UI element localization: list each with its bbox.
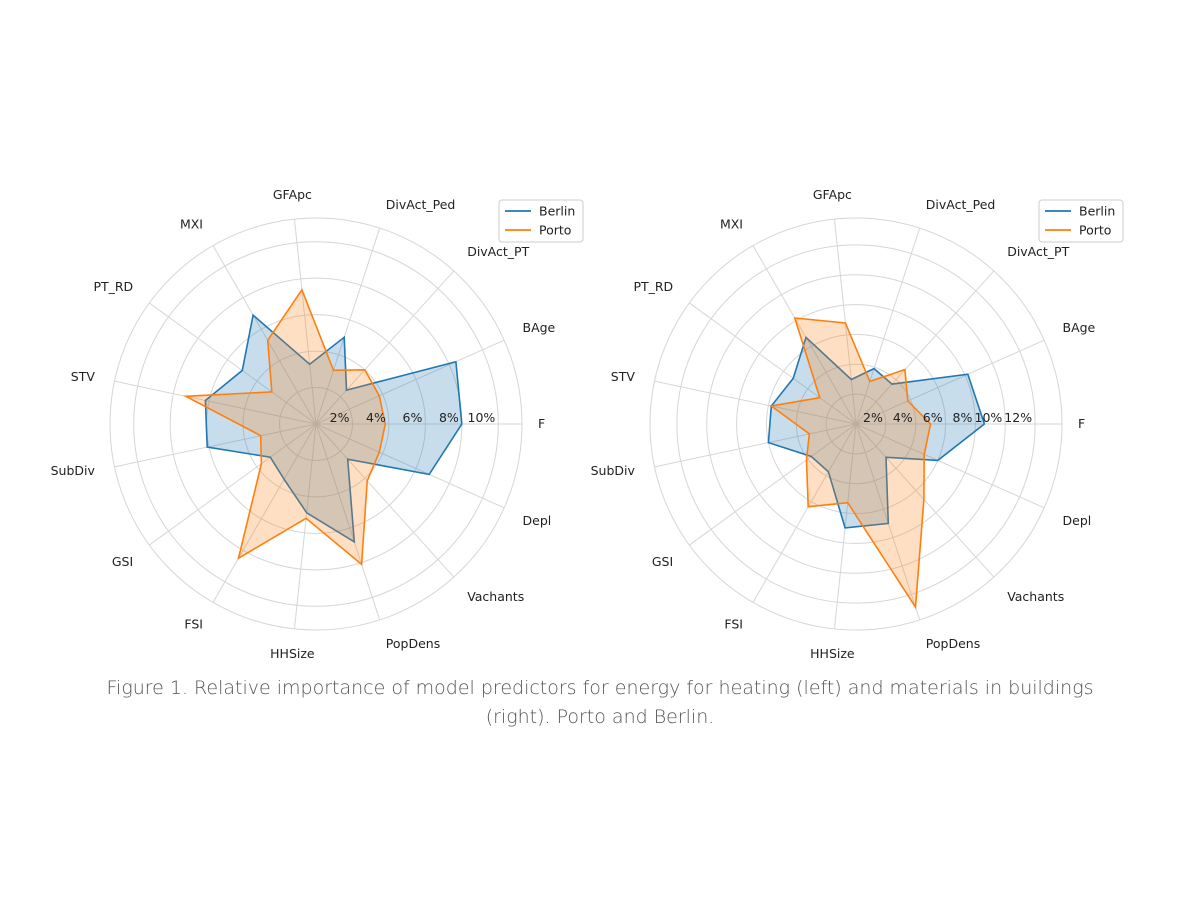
spoke-gsi [689, 423, 857, 546]
tick-labels: 2% 4% 6% 8% 10% [330, 410, 496, 425]
category-label-pt-rd: PT_RD [93, 279, 133, 294]
spoke-bage [315, 339, 505, 425]
tick-label: 12% [1004, 410, 1032, 425]
tick-label: 6% [403, 410, 423, 425]
legend: Berlin Porto [1038, 199, 1124, 243]
spoke-gfapc [833, 219, 857, 425]
category-label-vachants: Vachants [1007, 589, 1064, 604]
spoke-depl [855, 423, 1045, 509]
spoke-pt-rd [689, 302, 857, 425]
category-label-subdiv: SubDiv [591, 463, 636, 478]
legend-label-porto: Porto [539, 223, 571, 238]
radar-chart-materials: 2% 4% 6% 8% 10% 12% F BAge DivAct_PT DivAct_Ped GF… [591, 187, 1124, 661]
category-label-f: F [1078, 416, 1085, 431]
series-porto [182, 288, 387, 567]
category-label-fsi: FSI [724, 617, 743, 632]
spoke-divact-ped [315, 227, 381, 425]
legend: Berlin Porto [498, 199, 584, 243]
category-label-gsi: GSI [112, 554, 133, 569]
figure-caption: Figure 1. Relative importance of model p… [106, 677, 1094, 728]
category-label-hhsize: HHSize [810, 646, 855, 661]
spoke-gfapc [293, 219, 317, 425]
spoke-popdens [315, 423, 381, 621]
spoke-divact-ped [855, 227, 921, 425]
legend-label-berlin: Berlin [1079, 204, 1115, 219]
category-label-divact-ped: DivAct_Ped [926, 197, 996, 212]
spoke-bage [855, 339, 1045, 425]
category-label-popdens: PopDens [926, 636, 980, 651]
category-label-pt-rd: PT_RD [633, 279, 673, 294]
spoke-divact-pt [855, 270, 995, 425]
category-label-hhsize: HHSize [270, 646, 315, 661]
category-label-f: F [538, 416, 545, 431]
tick-label: 8% [439, 410, 459, 425]
category-label-subdiv: SubDiv [51, 463, 96, 478]
tick-label: 2% [330, 410, 350, 425]
tick-label: 8% [953, 410, 973, 425]
category-label-bage: BAge [1063, 320, 1096, 335]
spoke-subdiv [654, 423, 857, 468]
spoke-subdiv [114, 423, 317, 468]
category-label-fsi: FSI [184, 617, 203, 632]
spoke-fsi [212, 423, 317, 603]
category-label-stv: STV [71, 369, 96, 384]
spoke-pt-rd [149, 302, 317, 425]
spoke-stv [114, 380, 317, 425]
tick-label: 6% [923, 410, 943, 425]
spoke-depl [315, 423, 505, 509]
category-label-divact-pt: DivAct_PT [467, 244, 529, 259]
tick-label: 10% [975, 410, 1003, 425]
spokes [114, 219, 522, 629]
tick-label: 4% [366, 410, 386, 425]
legend-label-porto: Porto [1079, 223, 1111, 238]
spoke-hhsize [293, 423, 317, 629]
series-porto [769, 317, 932, 610]
category-labels: F BAge DivAct_PT DivAct_Ped GFApc MXI PT_RD STV… [51, 187, 556, 661]
spoke-mxi [212, 245, 317, 425]
category-label-mxi: MXI [720, 216, 743, 231]
spoke-vachants [315, 423, 455, 578]
category-label-depl: Depl [523, 513, 552, 528]
category-label-divact-ped: DivAct_Ped [386, 197, 456, 212]
category-labels: F BAge DivAct_PT DivAct_Ped GFApc MXI PT_RD STV… [591, 187, 1096, 661]
spoke-stv [654, 380, 857, 425]
category-label-divact-pt: DivAct_PT [1007, 244, 1069, 259]
radar-chart-heating: 2% 4% 6% 8% 10% F BAge DivAct_PT DivAct_Ped GFApc… [51, 187, 584, 661]
category-label-bage: BAge [523, 320, 556, 335]
category-label-gfapc: GFApc [813, 187, 852, 202]
tick-label: 4% [893, 410, 913, 425]
tick-label: 2% [863, 410, 883, 425]
category-label-gfapc: GFApc [273, 187, 312, 202]
category-label-vachants: Vachants [467, 589, 524, 604]
tick-label: 10% [468, 410, 496, 425]
spoke-mxi [752, 245, 857, 425]
legend-label-berlin: Berlin [539, 204, 575, 219]
spoke-divact-pt [315, 270, 455, 425]
tick-labels: 2% 4% 6% 8% 10% 12% [863, 410, 1032, 425]
category-label-stv: STV [611, 369, 636, 384]
category-label-popdens: PopDens [386, 636, 440, 651]
category-label-mxi: MXI [180, 216, 203, 231]
spoke-gsi [149, 423, 317, 546]
category-label-depl: Depl [1063, 513, 1092, 528]
spoke-vachants [855, 423, 995, 578]
spoke-fsi [752, 423, 857, 603]
category-label-gsi: GSI [652, 554, 673, 569]
